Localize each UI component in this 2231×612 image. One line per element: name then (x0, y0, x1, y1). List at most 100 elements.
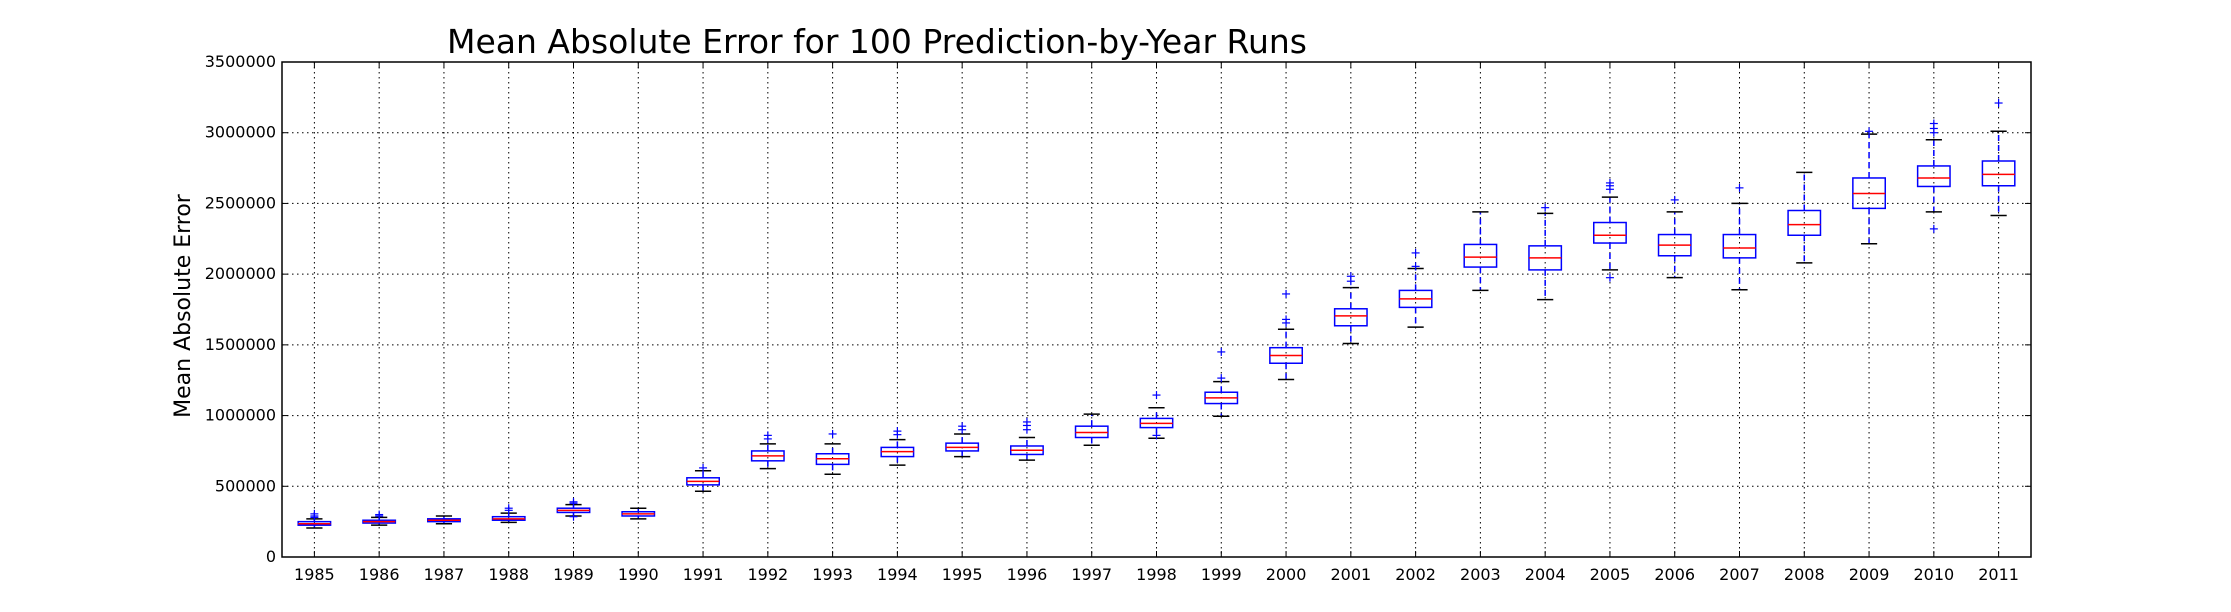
outlier-marker (1411, 262, 1420, 271)
y-tick-label: 0 (266, 547, 276, 566)
outlier-marker (699, 463, 708, 472)
outlier-marker (1735, 183, 1744, 192)
plot-frame (281, 61, 2032, 558)
y-tick-label: 3000000 (205, 123, 276, 142)
chart-title: Mean Absolute Error for 100 Prediction-b… (447, 22, 1307, 61)
box-1985 (297, 509, 332, 529)
y-tick-label: 3500000 (205, 52, 276, 71)
box-2007 (1722, 183, 1757, 291)
outlier-marker (1217, 347, 1226, 356)
y-tick-label: 1500000 (205, 335, 276, 354)
grid-lines (282, 62, 2031, 557)
x-tick-label: 1988 (488, 565, 529, 584)
outlier-marker (1605, 178, 1614, 187)
iqr-box (1916, 165, 1951, 188)
outlier-marker (1152, 431, 1161, 440)
x-tick-label: 1996 (1007, 565, 1048, 584)
outlier-marker (1346, 272, 1355, 281)
outlier-marker (1282, 315, 1291, 324)
box-1993 (815, 429, 850, 476)
outlier-marker (1541, 203, 1550, 212)
y-tick-label: 1000000 (205, 406, 276, 425)
x-tick-label: 1994 (877, 565, 918, 584)
outlier-marker (1605, 273, 1614, 282)
box-1998 (1139, 391, 1174, 440)
x-tick-label: 1989 (553, 565, 594, 584)
box-1997 (1074, 413, 1109, 447)
box-2000 (1269, 289, 1303, 381)
box-1988 (491, 504, 526, 524)
y-tick-label: 2500000 (205, 193, 276, 212)
box-1986 (362, 510, 397, 526)
box-1996 (1010, 417, 1044, 461)
x-tick-label: 2003 (1460, 565, 1501, 584)
x-tick-label: 2001 (1330, 565, 1371, 584)
outlier-marker (1217, 374, 1226, 383)
outlier-marker (828, 429, 837, 438)
y-axis-label: Mean Absolute Error (171, 193, 196, 418)
y-axis-ticks: 0 500000 1000000 1500000 2000000 2500000 30000… (205, 52, 2031, 566)
x-tick-label: 1985 (294, 565, 335, 584)
iqr-box (1981, 160, 2016, 187)
iqr-box (1463, 243, 1498, 268)
outlier-marker (310, 509, 319, 518)
box-2009 (1852, 127, 1886, 245)
iqr-box (1722, 233, 1757, 259)
x-axis-ticks: 1985 1986 1987 1988 1989 1990 1991 1992 1993 1994… (294, 62, 2019, 584)
x-tick-label: 2000 (1266, 565, 1307, 584)
iqr-box (1787, 209, 1822, 236)
iqr-box (1333, 308, 1368, 327)
x-tick-label: 1986 (359, 565, 400, 584)
box-2005 (1593, 178, 1627, 282)
x-tick-label: 1992 (747, 565, 788, 584)
box-2010 (1916, 119, 1951, 233)
box-2003 (1463, 211, 1498, 292)
x-tick-label: 1995 (942, 565, 983, 584)
box-1987 (427, 515, 461, 525)
outlier-marker (1929, 224, 1938, 233)
outlier-marker (763, 431, 772, 440)
x-tick-label: 2005 (1590, 565, 1631, 584)
x-tick-label: 1990 (618, 565, 659, 584)
box-1995 (945, 422, 980, 458)
outlier-marker (958, 422, 967, 431)
outlier-marker (375, 510, 384, 519)
box-2011 (1981, 99, 2016, 217)
x-tick-label: 2006 (1654, 565, 1695, 584)
box-1991 (686, 463, 720, 492)
box-2006 (1657, 195, 1692, 279)
x-tick-label: 1998 (1136, 565, 1177, 584)
outlier-marker (893, 427, 902, 436)
outlier-marker (1152, 391, 1161, 400)
x-tick-label: 2002 (1395, 565, 1436, 584)
outlier-marker (1670, 195, 1679, 204)
box-1990 (621, 507, 656, 520)
outlier-marker (569, 497, 578, 506)
x-tick-label: 2007 (1719, 565, 1760, 584)
x-tick-label: 1993 (812, 565, 853, 584)
outlier-marker (1022, 417, 1031, 426)
x-tick-label: 2008 (1784, 565, 1825, 584)
outlier-marker (1411, 248, 1420, 257)
box-series (297, 99, 2016, 529)
box-1992 (750, 431, 785, 470)
x-tick-label: 1991 (683, 565, 724, 584)
x-tick-label: 2009 (1849, 565, 1890, 584)
box-2004 (1528, 203, 1563, 301)
box-1999 (1204, 347, 1239, 418)
x-tick-label: 1999 (1201, 565, 1242, 584)
x-tick-label: 2011 (1978, 565, 2019, 584)
outlier-marker (1994, 99, 2003, 108)
outlier-marker (504, 504, 513, 513)
outlier-marker (1929, 119, 1938, 128)
x-tick-label: 2004 (1525, 565, 1566, 584)
outlier-marker (1865, 127, 1874, 136)
box-2002 (1398, 248, 1433, 328)
box-1989 (556, 497, 591, 521)
box-2001 (1333, 272, 1368, 345)
y-tick-label: 500000 (215, 476, 276, 495)
x-tick-label: 1997 (1071, 565, 1112, 584)
box-2008 (1787, 171, 1822, 264)
x-tick-label: 2010 (1913, 565, 1954, 584)
